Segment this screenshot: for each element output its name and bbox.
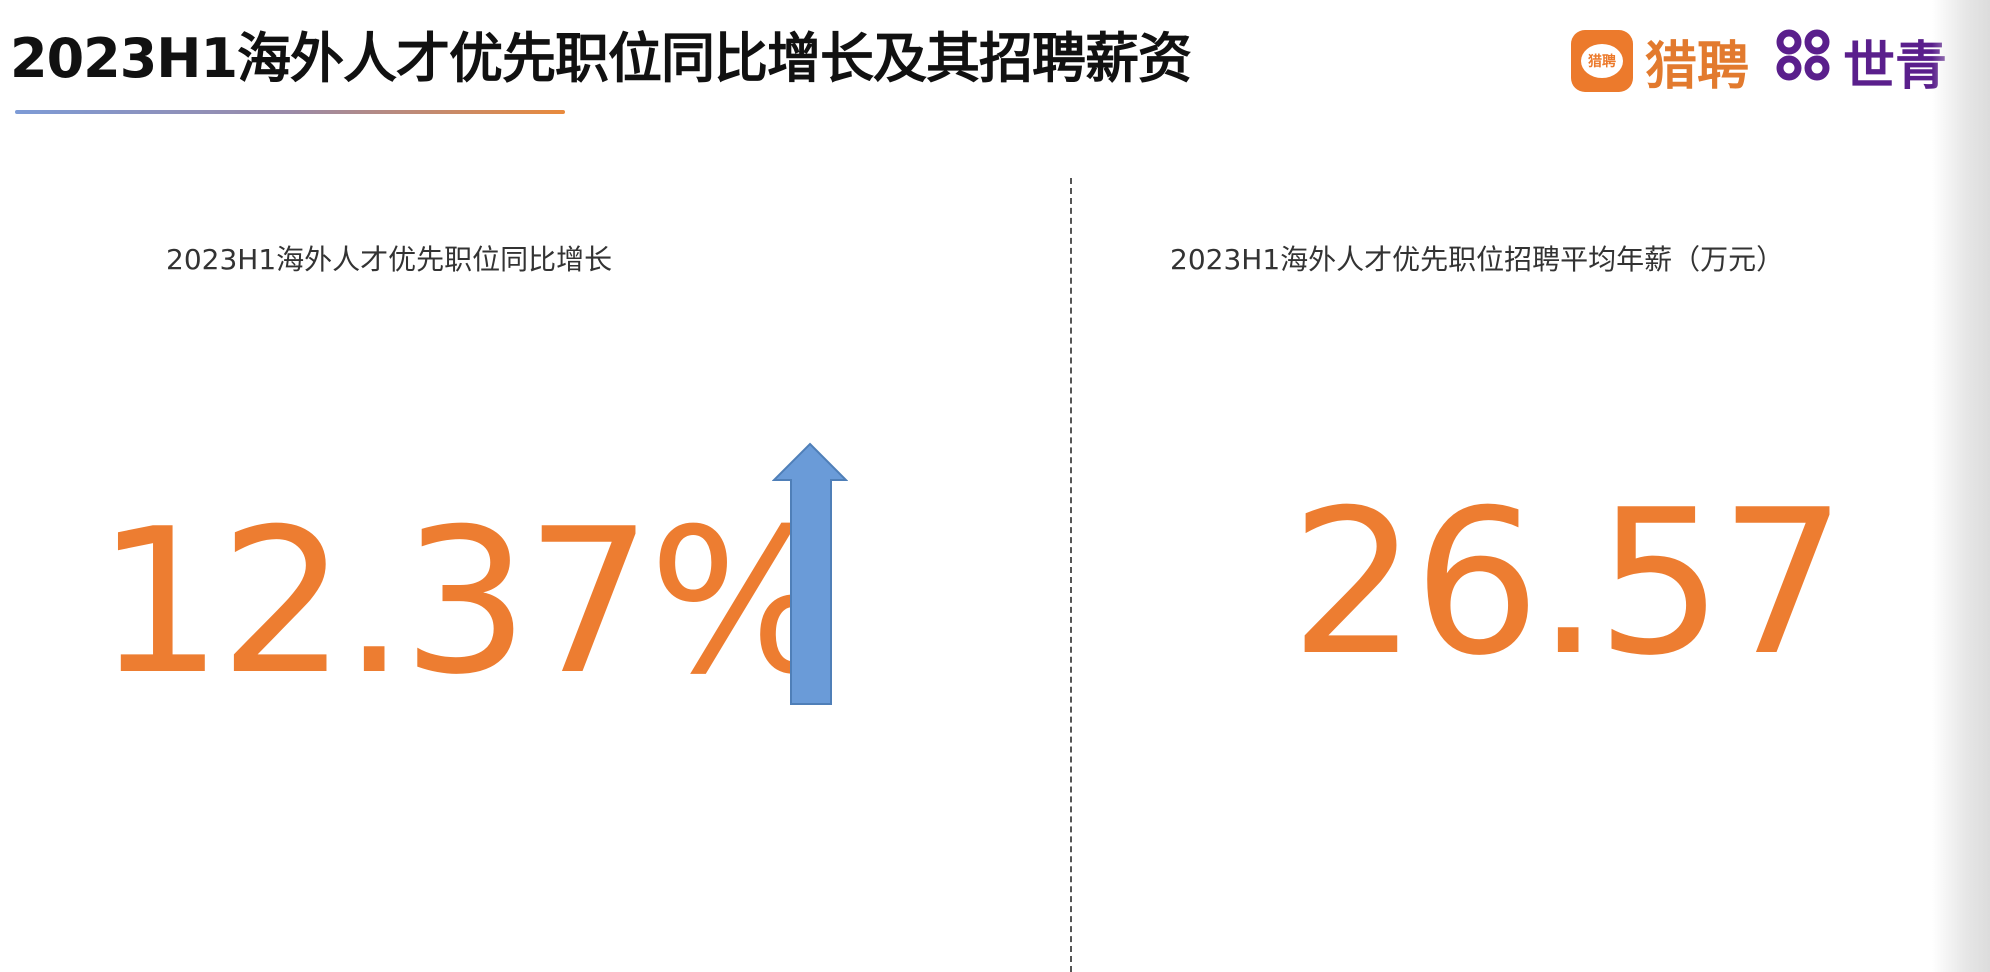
panel-divider	[1070, 178, 1072, 972]
right-subtitle: 2023H1海外人才优先职位招聘平均年薪（万元）	[1170, 243, 1785, 276]
page-edge-shadow	[1932, 0, 1990, 972]
left-subtitle: 2023H1海外人才优先职位同比增长	[166, 243, 613, 276]
title-underline	[15, 110, 565, 114]
growth-value: 12.37%	[96, 486, 839, 719]
brand-shiqing: 世青	[1843, 36, 1948, 97]
page-title: 2023H1海外人才优先职位同比增长及其招聘薪资	[10, 27, 1192, 90]
arrow-up-icon	[771, 442, 849, 710]
logo: 猎聘 猎聘 世青	[1571, 26, 1948, 97]
logo-badge-text: 猎聘	[1581, 44, 1623, 78]
brand-liepin: 猎聘	[1645, 36, 1750, 97]
shiqing-logo-icon	[1775, 28, 1831, 94]
salary-value: 26.57	[1290, 467, 1847, 700]
liepin-logo-icon: 猎聘	[1571, 30, 1633, 92]
